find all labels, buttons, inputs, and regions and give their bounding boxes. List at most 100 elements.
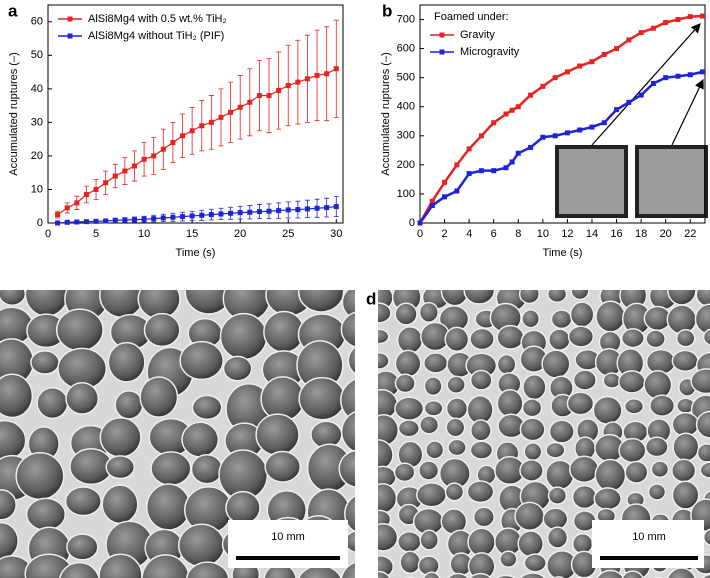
pore: [701, 573, 710, 578]
pore: [225, 490, 261, 525]
data-point: [151, 216, 157, 222]
data-point: [285, 207, 291, 213]
pore: [66, 533, 99, 561]
pore: [340, 311, 355, 348]
pore: [496, 389, 524, 418]
pore: [550, 309, 573, 330]
data-point: [247, 99, 253, 105]
pore: [0, 290, 27, 306]
pore: [469, 327, 495, 351]
data-point: [170, 214, 176, 220]
pore: [546, 290, 568, 303]
data-point: [577, 63, 583, 69]
pore: [545, 441, 566, 459]
pore: [139, 376, 179, 418]
pore: [546, 526, 569, 549]
data-point: [74, 200, 80, 206]
data-point: [663, 19, 669, 25]
pore: [340, 411, 355, 453]
pore: [298, 376, 346, 421]
data-point: [687, 14, 693, 20]
data-point: [266, 208, 272, 214]
data-point: [237, 104, 243, 110]
y-tick-label: 400: [397, 101, 415, 113]
x-tick-label: 0: [45, 228, 51, 240]
y-tick-label: 700: [397, 13, 415, 25]
pore: [394, 396, 425, 421]
x-axis-label: Time (s): [176, 247, 216, 259]
pore: [671, 458, 697, 483]
y-tick-label: 50: [31, 49, 43, 61]
data-point: [295, 79, 301, 85]
pore: [397, 419, 420, 438]
data-point: [208, 212, 214, 218]
data-point: [237, 210, 243, 216]
pore: [541, 349, 571, 379]
y-tick-label: 30: [31, 116, 43, 128]
data-point: [601, 120, 607, 126]
pore: [99, 416, 142, 458]
data-point: [589, 59, 595, 65]
pore: [519, 572, 546, 578]
pore: [595, 300, 626, 333]
data-point: [64, 219, 70, 225]
pore: [623, 398, 645, 415]
scale-label: 10 mm: [632, 531, 666, 543]
pore: [649, 394, 676, 417]
pore: [378, 302, 392, 324]
data-point: [528, 92, 534, 98]
pore: [399, 550, 421, 574]
data-point: [103, 180, 109, 186]
pore: [181, 421, 220, 458]
pore: [419, 529, 439, 551]
pore: [571, 532, 594, 555]
data-point: [285, 82, 291, 88]
pore: [298, 290, 345, 313]
data-point: [626, 99, 632, 105]
data-point: [141, 156, 147, 162]
data-point: [552, 133, 558, 139]
data-point: [417, 220, 423, 226]
pore: [105, 455, 136, 480]
legend-label: AlSi8Mg4 with 0.5 wt.% TiH₂: [88, 13, 227, 25]
pore: [621, 570, 644, 578]
pore: [572, 369, 597, 391]
pore: [621, 328, 645, 349]
data-point: [276, 88, 282, 94]
pore: [378, 483, 398, 514]
y-tick-label: 0: [409, 217, 415, 229]
pore: [514, 501, 545, 531]
x-tick-label: 15: [186, 228, 198, 240]
data-point: [509, 107, 515, 113]
x-tick-label: 16: [610, 228, 622, 240]
data-point: [55, 220, 61, 226]
data-point: [491, 168, 497, 174]
data-point: [515, 150, 521, 156]
data-point: [314, 72, 320, 78]
pore: [499, 550, 518, 568]
x-tick-label: 18: [635, 228, 647, 240]
pore: [467, 552, 496, 578]
x-tick-label: 0: [417, 228, 423, 240]
y-axis-label: Accumulated ruptures (–): [8, 52, 20, 176]
data-point: [208, 119, 214, 125]
data-point: [218, 211, 224, 217]
data-point: [112, 217, 118, 223]
pore: [340, 378, 355, 422]
pore: [521, 398, 543, 418]
pore: [592, 395, 623, 425]
data-point: [650, 25, 656, 31]
pore: [36, 386, 69, 420]
data-point: [228, 210, 234, 216]
y-tick-label: 300: [397, 130, 415, 142]
pore: [24, 290, 69, 317]
pore: [473, 506, 495, 528]
pore: [618, 437, 647, 464]
pore: [222, 355, 253, 382]
x-axis-label: Time (s): [543, 247, 583, 259]
x-tick-label: 5: [93, 228, 99, 240]
y-tick-label: 40: [31, 83, 43, 95]
pore: [570, 290, 590, 301]
pore: [179, 340, 224, 381]
data-point: [454, 188, 460, 194]
